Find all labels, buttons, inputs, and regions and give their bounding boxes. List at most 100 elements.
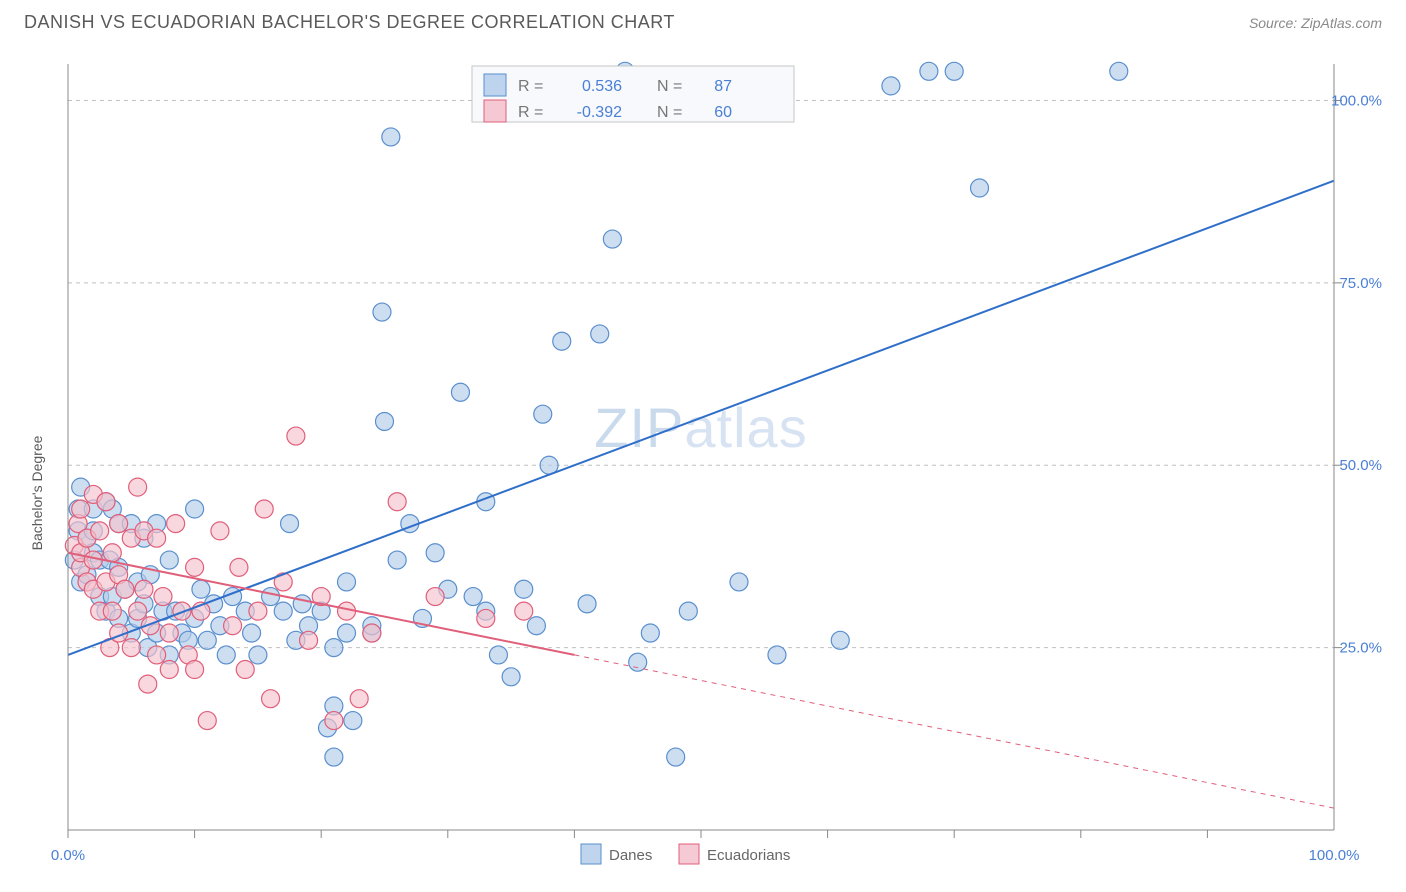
data-point — [243, 624, 261, 642]
data-point — [641, 624, 659, 642]
legend-r-label: R = — [518, 78, 543, 95]
data-point — [338, 573, 356, 591]
data-point — [426, 544, 444, 562]
data-point — [103, 602, 121, 620]
data-point — [167, 515, 185, 533]
data-point — [382, 128, 400, 146]
data-point — [920, 62, 938, 80]
data-point — [97, 493, 115, 511]
correlation-chart: ZIPatlas 0.0% 100.0% 25.0% 50.0% 75.0% 100.0% B… — [24, 50, 1382, 870]
xtick-label: 0.0% — [51, 847, 85, 864]
data-point — [281, 515, 299, 533]
data-point — [262, 690, 280, 708]
data-point — [122, 639, 140, 657]
data-point — [91, 522, 109, 540]
data-point — [325, 639, 343, 657]
data-point — [300, 631, 318, 649]
data-point — [198, 631, 216, 649]
data-point — [426, 588, 444, 606]
legend-label: Ecuadorians — [707, 847, 790, 864]
data-point — [325, 748, 343, 766]
data-point — [192, 580, 210, 598]
legend-label: Danes — [609, 847, 652, 864]
legend-swatch — [484, 100, 506, 122]
legend-n-label: N = — [657, 104, 682, 121]
legend-swatch — [484, 74, 506, 96]
data-point — [768, 646, 786, 664]
data-point — [186, 558, 204, 576]
data-point — [945, 62, 963, 80]
legend-r-value: -0.392 — [577, 104, 622, 121]
data-point — [388, 551, 406, 569]
ytick-label: 75.0% — [1339, 275, 1382, 292]
data-point — [198, 712, 216, 730]
data-point — [72, 500, 90, 518]
data-point — [224, 617, 242, 635]
data-point — [186, 500, 204, 518]
series-legend: Danes Ecuadorians — [581, 844, 790, 864]
data-point — [116, 580, 134, 598]
source-attribution: Source: ZipAtlas.com — [1249, 15, 1382, 31]
data-point — [534, 405, 552, 423]
data-point — [255, 500, 273, 518]
trend-line-dashed — [574, 655, 1334, 808]
data-point — [211, 522, 229, 540]
data-point — [344, 712, 362, 730]
ytick-label: 25.0% — [1339, 640, 1382, 657]
data-point — [451, 383, 469, 401]
ytick-label: 50.0% — [1339, 457, 1382, 474]
data-point — [160, 624, 178, 642]
data-point — [129, 478, 147, 496]
data-point — [139, 675, 157, 693]
data-point — [527, 617, 545, 635]
stats-legend: R =0.536N =87R =-0.392N =60 — [472, 66, 794, 122]
data-point — [274, 602, 292, 620]
data-point — [477, 609, 495, 627]
data-point — [578, 595, 596, 613]
data-point — [338, 624, 356, 642]
data-point — [882, 77, 900, 95]
data-point — [293, 595, 311, 613]
data-point — [160, 551, 178, 569]
data-point — [103, 544, 121, 562]
data-point — [236, 661, 254, 679]
chart-title: DANISH VS ECUADORIAN BACHELOR'S DEGREE C… — [24, 12, 675, 33]
data-point — [129, 602, 147, 620]
data-point — [262, 588, 280, 606]
data-point — [464, 588, 482, 606]
data-point — [603, 230, 621, 248]
data-point — [186, 661, 204, 679]
data-point — [971, 179, 989, 197]
data-point — [730, 573, 748, 591]
data-point — [230, 558, 248, 576]
data-point — [679, 602, 697, 620]
y-axis-label: Bachelor's Degree — [29, 435, 45, 550]
data-point — [160, 661, 178, 679]
data-point — [287, 427, 305, 445]
data-point — [831, 631, 849, 649]
data-point — [515, 602, 533, 620]
data-point — [325, 712, 343, 730]
legend-swatch — [679, 844, 699, 864]
legend-swatch — [581, 844, 601, 864]
data-point — [376, 412, 394, 430]
data-point — [249, 646, 267, 664]
legend-n-label: N = — [657, 78, 682, 95]
legend-r-label: R = — [518, 104, 543, 121]
ytick-label: 100.0% — [1331, 92, 1382, 109]
data-point — [373, 303, 391, 321]
data-point — [154, 588, 172, 606]
data-point — [502, 668, 520, 686]
data-point — [553, 332, 571, 350]
data-point — [148, 646, 166, 664]
watermark: ZIPatlas — [594, 396, 807, 459]
data-point — [591, 325, 609, 343]
data-point — [667, 748, 685, 766]
trend-line-solid — [68, 181, 1334, 655]
data-point — [110, 515, 128, 533]
xtick-label: 100.0% — [1309, 847, 1360, 864]
data-point — [489, 646, 507, 664]
data-point — [1110, 62, 1128, 80]
legend-n-value: 60 — [714, 104, 732, 121]
data-point — [249, 602, 267, 620]
